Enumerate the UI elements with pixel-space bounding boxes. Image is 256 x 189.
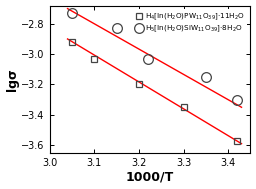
- X-axis label: 1000/T: 1000/T: [126, 170, 174, 184]
- Y-axis label: lgσ: lgσ: [6, 68, 18, 91]
- Legend: H$_4$[In(H$_2$O)PW$_{11}$O$_{39}$]·11H$_2$O, H$_5$[In(H$_2$O)SiW$_{11}$O$_{39}$]: H$_4$[In(H$_2$O)PW$_{11}$O$_{39}$]·11H$_…: [133, 9, 247, 36]
